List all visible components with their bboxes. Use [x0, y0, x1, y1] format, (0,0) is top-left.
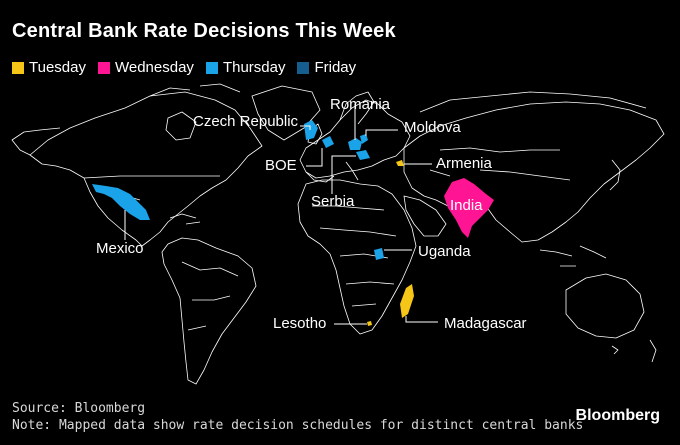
- new-zealand-outline: [649, 339, 657, 363]
- legend-item-tuesday: Tuesday: [12, 59, 86, 76]
- callout-india: India: [450, 197, 483, 214]
- south-america-outline: [161, 237, 257, 385]
- footer: Source: Bloomberg Note: Mapped data show…: [12, 400, 583, 434]
- boe-shape: [322, 136, 334, 148]
- legend-item-friday: Friday: [297, 59, 356, 76]
- madagascar-leader: [405, 316, 438, 323]
- legend-label-thursday: Thursday: [222, 59, 286, 76]
- romania-shape: [348, 138, 362, 150]
- legend-item-thursday: Thursday: [205, 59, 286, 76]
- india-shape: [444, 178, 494, 238]
- legend-swatch-thursday: [205, 61, 218, 74]
- note-text: Note: Mapped data show rate decision sch…: [12, 418, 584, 433]
- serbia-leader: [331, 155, 356, 194]
- scandinavia-outline: [339, 91, 375, 125]
- caribbean-outline: [169, 213, 201, 225]
- bloomberg-logo: Bloomberg: [575, 407, 660, 424]
- callout-lesotho: Lesotho: [273, 315, 327, 332]
- greenland-outline: [251, 85, 321, 141]
- legend-swatch-wednesday: [97, 61, 110, 74]
- moldova-leader: [365, 129, 398, 136]
- japan-outline: [609, 159, 621, 191]
- tasmania-outline: [611, 345, 619, 355]
- armenia-shape: [396, 160, 404, 166]
- arctic-islands: [149, 83, 241, 97]
- africa-outline: [297, 179, 417, 335]
- world-map: [11, 83, 665, 385]
- africa-borders: [312, 205, 397, 307]
- moldova-shape: [360, 134, 368, 144]
- callout-moldova: Moldova: [404, 119, 461, 136]
- legend-swatch-tuesday: [12, 61, 24, 74]
- north-america-outline: [29, 91, 263, 247]
- arabia-outline: [403, 195, 447, 237]
- serbia-shape: [356, 150, 370, 160]
- legend: Tuesday Wednesday Thursday Friday: [12, 59, 356, 76]
- callout-romania: Romania: [330, 96, 391, 113]
- legend-label-friday: Friday: [314, 59, 357, 76]
- czech-republic-shape: [304, 120, 318, 140]
- southeast-asia-islands: [539, 245, 607, 267]
- russia-north-coast: [419, 91, 647, 113]
- iberia-outline: [305, 171, 335, 183]
- legend-swatch-friday: [297, 61, 310, 74]
- madagascar-shape: [400, 284, 414, 318]
- south-america-borders: [181, 261, 239, 331]
- callout-mexico: Mexico: [96, 240, 144, 257]
- legend-label-wednesday: Wednesday: [114, 59, 194, 76]
- leader-lines: [124, 104, 438, 325]
- boe-leader: [306, 148, 323, 167]
- country-outlines: [11, 83, 665, 385]
- callout-serbia: Serbia: [311, 193, 355, 210]
- europe-outline: [299, 99, 411, 179]
- callout-armenia: Armenia: [436, 155, 492, 172]
- callout-czech-republic: Czech Republic: [193, 113, 299, 130]
- lesotho-shape: [367, 321, 372, 326]
- legend-label-tuesday: Tuesday: [29, 59, 86, 76]
- alaska-outline: [11, 127, 61, 156]
- chart-title: Central Bank Rate Decisions This Week: [12, 20, 396, 42]
- callout-madagascar: Madagascar: [444, 315, 527, 332]
- asia-borders: [429, 147, 571, 181]
- hudson-bay: [165, 111, 197, 141]
- legend-item-wednesday: Wednesday: [97, 59, 194, 76]
- callout-uganda: Uganda: [418, 243, 471, 260]
- canada-border: [83, 175, 220, 179]
- uk-outline: [307, 123, 323, 145]
- australia-outline: [565, 273, 645, 339]
- italy-outline: [345, 161, 359, 181]
- czech-leader: [300, 125, 311, 130]
- mexico-shape: [92, 184, 150, 220]
- source-text: Source: Bloomberg: [12, 401, 146, 416]
- callout-boe: BOE: [265, 157, 297, 174]
- uganda-shape: [374, 248, 384, 260]
